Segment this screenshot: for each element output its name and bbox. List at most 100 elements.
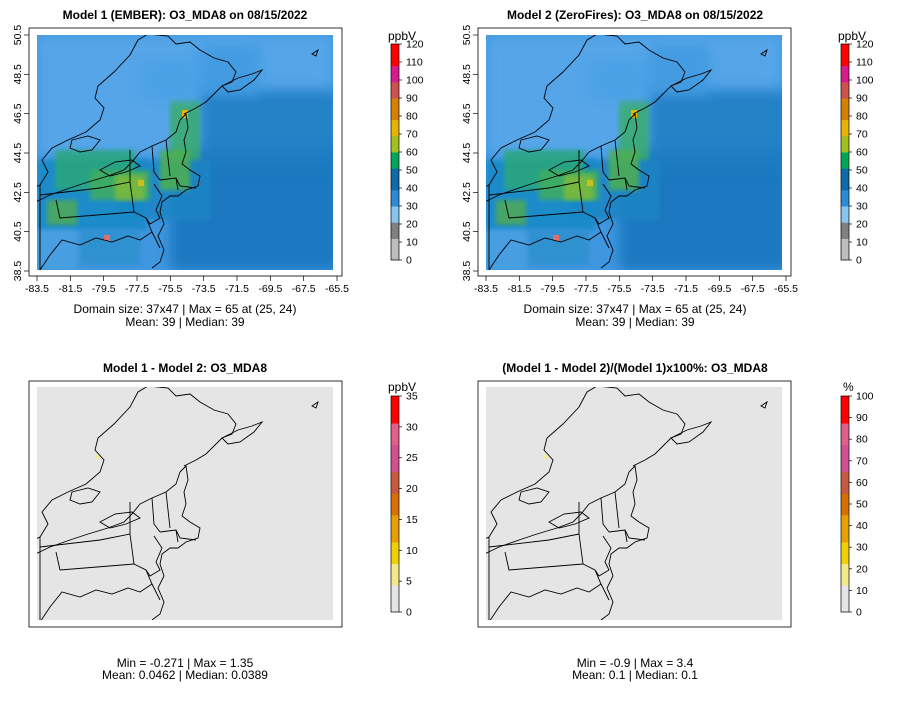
map-boundary (488, 539, 550, 548)
colorbar-segment (391, 531, 399, 537)
colorbar-segment (391, 477, 399, 483)
colorbar-segment (841, 487, 849, 494)
colorbar-segment (841, 547, 849, 554)
colorbar-segment (391, 184, 399, 191)
colorbar-segment (391, 558, 399, 564)
colorbar-segment (841, 606, 849, 613)
map-boundary (311, 400, 319, 409)
colorbar-segment (391, 49, 399, 56)
colorbar-segment (391, 595, 399, 602)
colorbar-segment (841, 455, 849, 462)
colorbar-segment (391, 417, 399, 424)
colorbar-segment (391, 87, 399, 94)
colorbar-segment (841, 249, 849, 256)
colorbar-tick-label: 10 (856, 237, 868, 249)
map-boundary (40, 583, 153, 620)
colorbar-segment (391, 579, 399, 586)
map-boundary (518, 487, 550, 505)
colorbar-segment (391, 206, 399, 212)
map-boundary (614, 139, 620, 177)
colorbar-segment (841, 216, 849, 223)
field-cell (496, 200, 526, 225)
colorbar-segment (391, 71, 399, 77)
x-tick-label: -83.5 (474, 283, 498, 295)
colorbar-tick-label: 80 (856, 111, 868, 123)
map-boundary (760, 400, 768, 409)
colorbar-tick-label: 60 (856, 147, 868, 159)
colorbar-segment (391, 108, 399, 115)
map-boundary (760, 48, 768, 57)
colorbar-segment (841, 162, 849, 169)
colorbar-segment (841, 412, 849, 419)
colorbar-frame (390, 395, 400, 613)
colorbar-tick-label: 50 (856, 165, 868, 177)
map-boundary (99, 511, 141, 529)
map-boundary (175, 177, 179, 191)
colorbar-tick-label: 5 (406, 576, 412, 588)
map-boundary (548, 159, 590, 177)
colorbar-tick-label: 80 (406, 111, 418, 123)
colorbar-tick-label: 70 (856, 129, 868, 141)
x-tick-label: -67.5 (292, 283, 316, 295)
colorbar-segment (841, 552, 849, 559)
colorbar-segment (841, 184, 849, 191)
map-boundary (55, 199, 135, 219)
colorbar-segment (841, 477, 849, 483)
y-tick-label: 50.5 (12, 25, 24, 46)
colorbar-segment (391, 125, 399, 131)
field-cell (160, 150, 190, 190)
colorbar-segment (391, 520, 399, 527)
field-cell (95, 455, 99, 459)
x-tick-label: -69.5 (258, 283, 282, 295)
colorbar-segment (391, 81, 399, 88)
y-tick-label: 40.5 (12, 221, 24, 242)
x-tick-label: -65.5 (774, 283, 798, 295)
map-boundary (39, 539, 101, 548)
colorbar-segment (841, 54, 849, 61)
colorbar-segment (841, 525, 849, 532)
panel-model2-zerofires: Model 2 (ZeroFires): O3_MDA8 on 08/15/20… (461, 8, 874, 329)
colorbar-segment (841, 222, 849, 229)
colorbar-segment (391, 233, 399, 239)
map-boundary (624, 529, 628, 543)
colorbar-tick-label: 50 (406, 165, 418, 177)
map-boundary (133, 563, 161, 601)
map-outline (37, 35, 319, 270)
colorbar-segment (841, 49, 849, 56)
colorbar-segment (391, 585, 399, 591)
colorbar-segment (391, 450, 399, 456)
panel-model1-ember: Model 1 (EMBER): O3_MDA8 on 08/15/2022 -8… (12, 8, 424, 329)
colorbar-segment (391, 162, 399, 169)
x-tick-label: -67.5 (741, 283, 765, 295)
x-tick-label: -69.5 (707, 283, 731, 295)
panel-title: (Model 1 - Model 2)/(Model 1)x100%: O3_M… (502, 361, 768, 375)
map-boundary (488, 187, 550, 196)
colorbar-segment (391, 243, 399, 250)
colorbar-segment (841, 514, 849, 521)
map-boundary (145, 183, 163, 225)
map-boundary (548, 533, 580, 541)
colorbar-segment (391, 168, 399, 175)
colorbar-segment (841, 579, 849, 586)
colorbar-segment (391, 444, 399, 451)
colorbar-segment (841, 238, 849, 245)
colorbar-unit: ppbV (388, 29, 416, 43)
colorbar-segment (391, 406, 399, 413)
colorbar-segment (841, 98, 849, 104)
colorbar-segment (391, 428, 399, 435)
map-boundary (165, 139, 171, 177)
colorbar-tick-label: 0 (406, 607, 412, 619)
field-cells (37, 35, 333, 270)
colorbar-segment (841, 87, 849, 94)
colorbar-segment (841, 460, 849, 467)
colorbar-segment (841, 130, 849, 137)
x-tick-label: -81.5 (58, 283, 82, 295)
colorbar-segment (391, 504, 399, 510)
stats-line-1: Domain size: 37x47 | Max = 65 at (25, 24… (74, 302, 297, 316)
y-tick-label: 40.5 (461, 221, 473, 242)
colorbar-segment (391, 54, 399, 61)
colorbar-segment (391, 433, 399, 440)
panel-title: Model 1 - Model 2: O3_MDA8 (103, 361, 267, 375)
colorbar-segment (841, 493, 849, 500)
colorbar-segment (841, 558, 849, 564)
